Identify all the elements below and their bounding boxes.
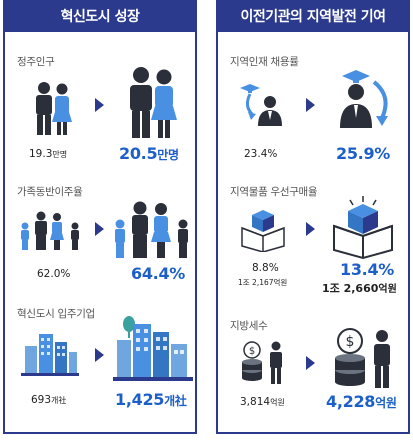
local-tax-label: 지방세수 [230, 320, 268, 332]
arrow-right-icon [306, 98, 315, 112]
resident-companies-section: 혁신도시 입주기업 [5, 306, 195, 426]
population-label: 정주인구 [17, 56, 55, 68]
arrow-right-icon [306, 222, 315, 236]
local-purchase-section: 지역물품 우선구매율 8.8% 1조 2,167억원 13.4% [218, 184, 408, 304]
family-group-small-icon [21, 211, 79, 250]
local-purchase-label: 지역물품 우선구매율 [230, 186, 318, 198]
family-migration-section: 가족동반이주율 62.0% 64.4% [5, 184, 195, 284]
city-building-large-icon [113, 316, 193, 381]
graduate-hire-large-icon [340, 70, 388, 128]
arrow-right-icon [95, 348, 104, 362]
companies-before: 693개社 [31, 394, 67, 406]
arrow-right-icon [306, 356, 315, 370]
family-migration-before: 62.0% [37, 268, 71, 280]
family-couple-small-icon [36, 82, 72, 135]
local-hiring-before: 23.4% [244, 148, 278, 160]
coin-tax-small-icon: $ [242, 341, 282, 384]
local-purchase-after-amount: 1조 2,660억원 [322, 282, 397, 295]
local-tax-section: 지방세수 $ $ 3 [218, 318, 408, 428]
local-hiring-label: 지역인재 채용률 [230, 56, 299, 68]
svg-text:$: $ [346, 334, 355, 350]
right-panel-title: 이전기관의 지역발전 기여 [218, 2, 408, 32]
svg-text:$: $ [249, 346, 255, 357]
graduate-hire-small-icon [240, 84, 282, 126]
arrow-right-icon [95, 222, 104, 236]
population-after: 20.5만명 [119, 144, 179, 163]
population-section: 정주인구 19.3만명 20.5만명 [5, 54, 195, 164]
arrow-right-icon [95, 98, 104, 112]
family-migration-label: 가족동반이주율 [17, 186, 83, 198]
innovation-city-growth-panel: 혁신도시 성장 정주인구 19.3만명 [3, 0, 197, 434]
local-purchase-after: 13.4% [340, 260, 395, 279]
family-couple-large-icon [130, 67, 177, 138]
population-before: 19.3만명 [29, 148, 68, 160]
box-product-small-icon [241, 210, 285, 252]
local-purchase-before-amount: 1조 2,167억원 [238, 278, 288, 287]
coin-tax-large-icon: $ [335, 328, 390, 388]
companies-after: 1,425개社 [115, 390, 187, 409]
city-building-small-icon [21, 334, 79, 376]
resident-companies-label: 혁신도시 입주기업 [17, 308, 95, 320]
family-migration-after: 64.4% [131, 264, 186, 283]
family-group-large-icon [115, 201, 188, 258]
local-tax-before: 3,814억원 [240, 396, 285, 408]
local-hiring-after: 25.9% [336, 144, 391, 163]
local-hiring-section: 지역인재 채용률 23.4% 25.9% [218, 54, 408, 164]
box-product-large-icon [333, 196, 393, 260]
relocated-agency-contribution-panel: 이전기관의 지역발전 기여 지역인재 채용률 23.4% 25.9% 지역물품 … [216, 0, 410, 434]
local-purchase-before: 8.8% [252, 262, 279, 274]
left-panel-title: 혁신도시 성장 [5, 2, 195, 32]
local-tax-after: 4,228억원 [326, 392, 397, 411]
